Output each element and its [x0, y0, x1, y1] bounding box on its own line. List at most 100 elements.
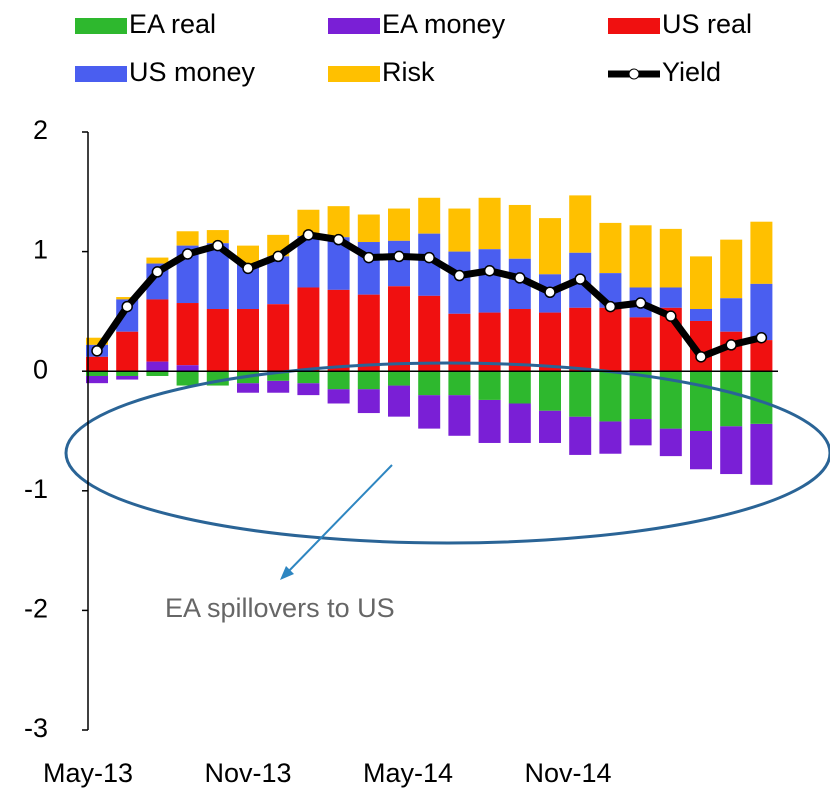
bar: [508, 258, 531, 310]
bar: [478, 312, 501, 372]
bar: [388, 208, 410, 241]
annotation: EA spillovers to US: [165, 593, 395, 623]
bar: [357, 294, 380, 372]
bar: [327, 206, 350, 238]
highlight-ellipse: [64, 361, 830, 545]
bar: [569, 195, 592, 253]
bar: [176, 303, 199, 366]
yield-marker: [151, 266, 164, 278]
bar: [388, 371, 410, 386]
x-tick-label: Nov-13: [204, 758, 291, 788]
x-tick-label: May-14: [363, 758, 453, 788]
bar: [297, 383, 320, 396]
y-tick-label: 0: [33, 354, 48, 384]
legend-label: Yield: [662, 57, 721, 87]
bar: [508, 204, 531, 259]
annotation-arrow: [283, 464, 393, 577]
bar: [267, 256, 290, 305]
bar: [629, 317, 652, 372]
yield-marker: [483, 264, 496, 277]
bar: [750, 371, 773, 424]
bar: [418, 197, 441, 234]
arrow-head: [280, 566, 294, 580]
yield-marker: [514, 272, 526, 284]
bar: [357, 214, 380, 243]
bar: [418, 233, 441, 296]
bar: [569, 416, 592, 455]
bar: [176, 365, 199, 372]
bar: [357, 371, 380, 390]
legend-swatch: [75, 66, 127, 82]
bar: [146, 299, 169, 362]
yield-marker: [212, 239, 224, 252]
bar: [116, 375, 139, 380]
bar: [327, 371, 350, 390]
bar: [388, 385, 410, 417]
bar: [720, 426, 743, 475]
yield-marker: [725, 339, 737, 351]
bar: [327, 237, 350, 290]
bar: [690, 256, 712, 310]
bar: [659, 371, 682, 429]
bar: [146, 371, 169, 376]
yield-marker: [453, 269, 466, 282]
bar: [599, 307, 622, 372]
bar: [690, 309, 712, 321]
bar: [569, 371, 592, 417]
bar: [448, 251, 471, 314]
bar: [599, 222, 622, 274]
bar: [206, 243, 229, 310]
y-tick-label: 1: [33, 235, 48, 265]
bar: [750, 221, 773, 284]
yield-marker: [423, 251, 435, 264]
bar: [327, 389, 350, 404]
legend-swatch: [75, 18, 127, 34]
bar: [206, 309, 229, 372]
bar: [539, 312, 561, 372]
bar: [508, 309, 531, 372]
bar: [720, 298, 743, 332]
bar: [478, 371, 501, 400]
legend-label: Risk: [382, 57, 435, 87]
bar: [448, 395, 471, 436]
bar: [448, 208, 471, 252]
bar: [116, 371, 139, 376]
bar: [659, 287, 682, 308]
yield-marker: [91, 345, 103, 357]
yield-marker: [574, 273, 586, 285]
bar: [478, 249, 501, 313]
bar: [297, 287, 320, 372]
bar: [237, 263, 259, 310]
yield-marker: [604, 300, 617, 313]
bar: [116, 331, 139, 372]
bar: [146, 361, 169, 372]
yield-marker: [302, 229, 315, 241]
bar: [86, 356, 108, 372]
yield-marker: [242, 262, 254, 275]
bar: [629, 419, 652, 446]
bar: [599, 371, 622, 422]
y-tick-label: -1: [24, 474, 48, 504]
bar: [297, 236, 320, 288]
bar: [327, 289, 350, 372]
bar: [539, 371, 561, 411]
bar: [659, 428, 682, 457]
legend-label: EA real: [129, 9, 216, 39]
bar: [86, 337, 108, 345]
bar: [146, 257, 169, 264]
yield-marker: [544, 286, 556, 299]
bar: [206, 230, 229, 244]
bar: [357, 389, 380, 414]
legend-label: US real: [662, 9, 752, 39]
bar: [539, 218, 561, 275]
bar: [86, 371, 108, 376]
yield-marker: [363, 251, 375, 264]
legend-swatch: [608, 18, 660, 34]
bar: [176, 231, 199, 246]
legend-label: EA money: [382, 9, 506, 39]
bar: [418, 295, 441, 372]
bar: [448, 371, 471, 396]
bar: [176, 371, 199, 386]
bar: [508, 403, 531, 443]
bar: [629, 371, 652, 420]
